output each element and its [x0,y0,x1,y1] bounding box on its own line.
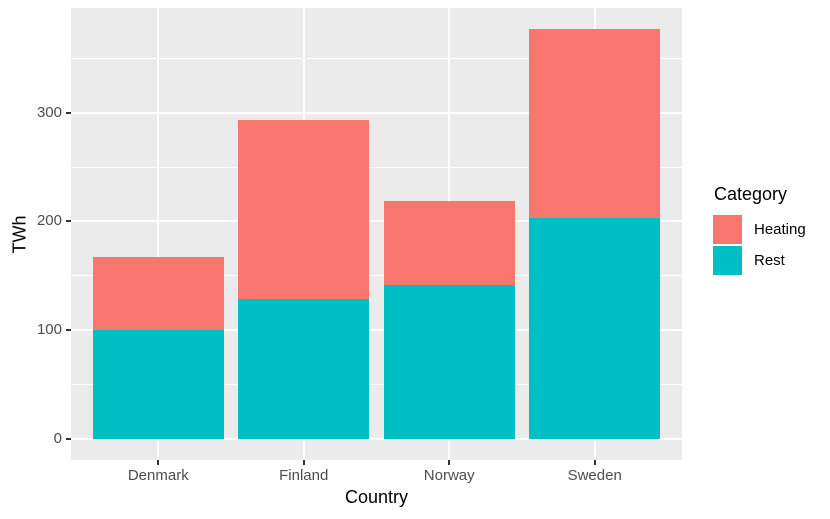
bar-segment-denmark-heating [92,257,224,331]
x-tick-label: Norway [423,467,475,484]
legend-entry-heating: Heating [713,215,806,244]
y-tick-mark [66,438,71,441]
bar-segment-denmark-rest [92,330,224,440]
major-gridline [71,111,682,114]
heating-swatch-icon [713,215,742,244]
y-tick-mark [66,220,71,223]
major-gridline-vertical [157,8,160,460]
bar-segment-sweden-rest [529,218,661,440]
rest-swatch-icon [713,246,742,275]
y-tick-label: 200 [36,212,62,230]
major-gridline [71,438,682,441]
y-tick-label: 0 [53,430,62,448]
minor-gridline [71,57,682,59]
minor-gridline [71,384,682,386]
x-tick-mark [302,460,305,465]
chart-panel [71,8,682,460]
legend-entry-rest: Rest [713,246,806,275]
y-tick-mark [66,111,71,114]
y-tick-label: 100 [36,321,62,339]
bar-segment-norway-heating [383,200,515,285]
y-tick-label: 300 [36,103,62,121]
x-axis-title: Country [344,487,409,507]
x-tick-label: Sweden [567,467,622,484]
legend-label: Rest [754,252,785,269]
minor-gridline [71,275,682,277]
legend-title: Category [714,184,788,204]
legend-label: Heating [754,221,806,238]
x-tick-mark [593,460,596,465]
x-tick-label: Denmark [127,467,189,484]
bar-segment-norway-rest [383,284,515,440]
legend: Category Heating Rest [713,184,806,277]
y-tick-mark [66,329,71,332]
bar-segment-finland-heating [238,120,370,299]
bar-segment-sweden-heating [529,28,661,219]
x-tick-mark [157,460,160,465]
major-gridline [71,220,682,223]
x-tick-label: Finland [279,467,329,484]
major-gridline [71,329,682,332]
bar-segment-finland-rest [238,298,370,440]
minor-gridline [71,166,682,168]
x-tick-mark [448,460,451,465]
